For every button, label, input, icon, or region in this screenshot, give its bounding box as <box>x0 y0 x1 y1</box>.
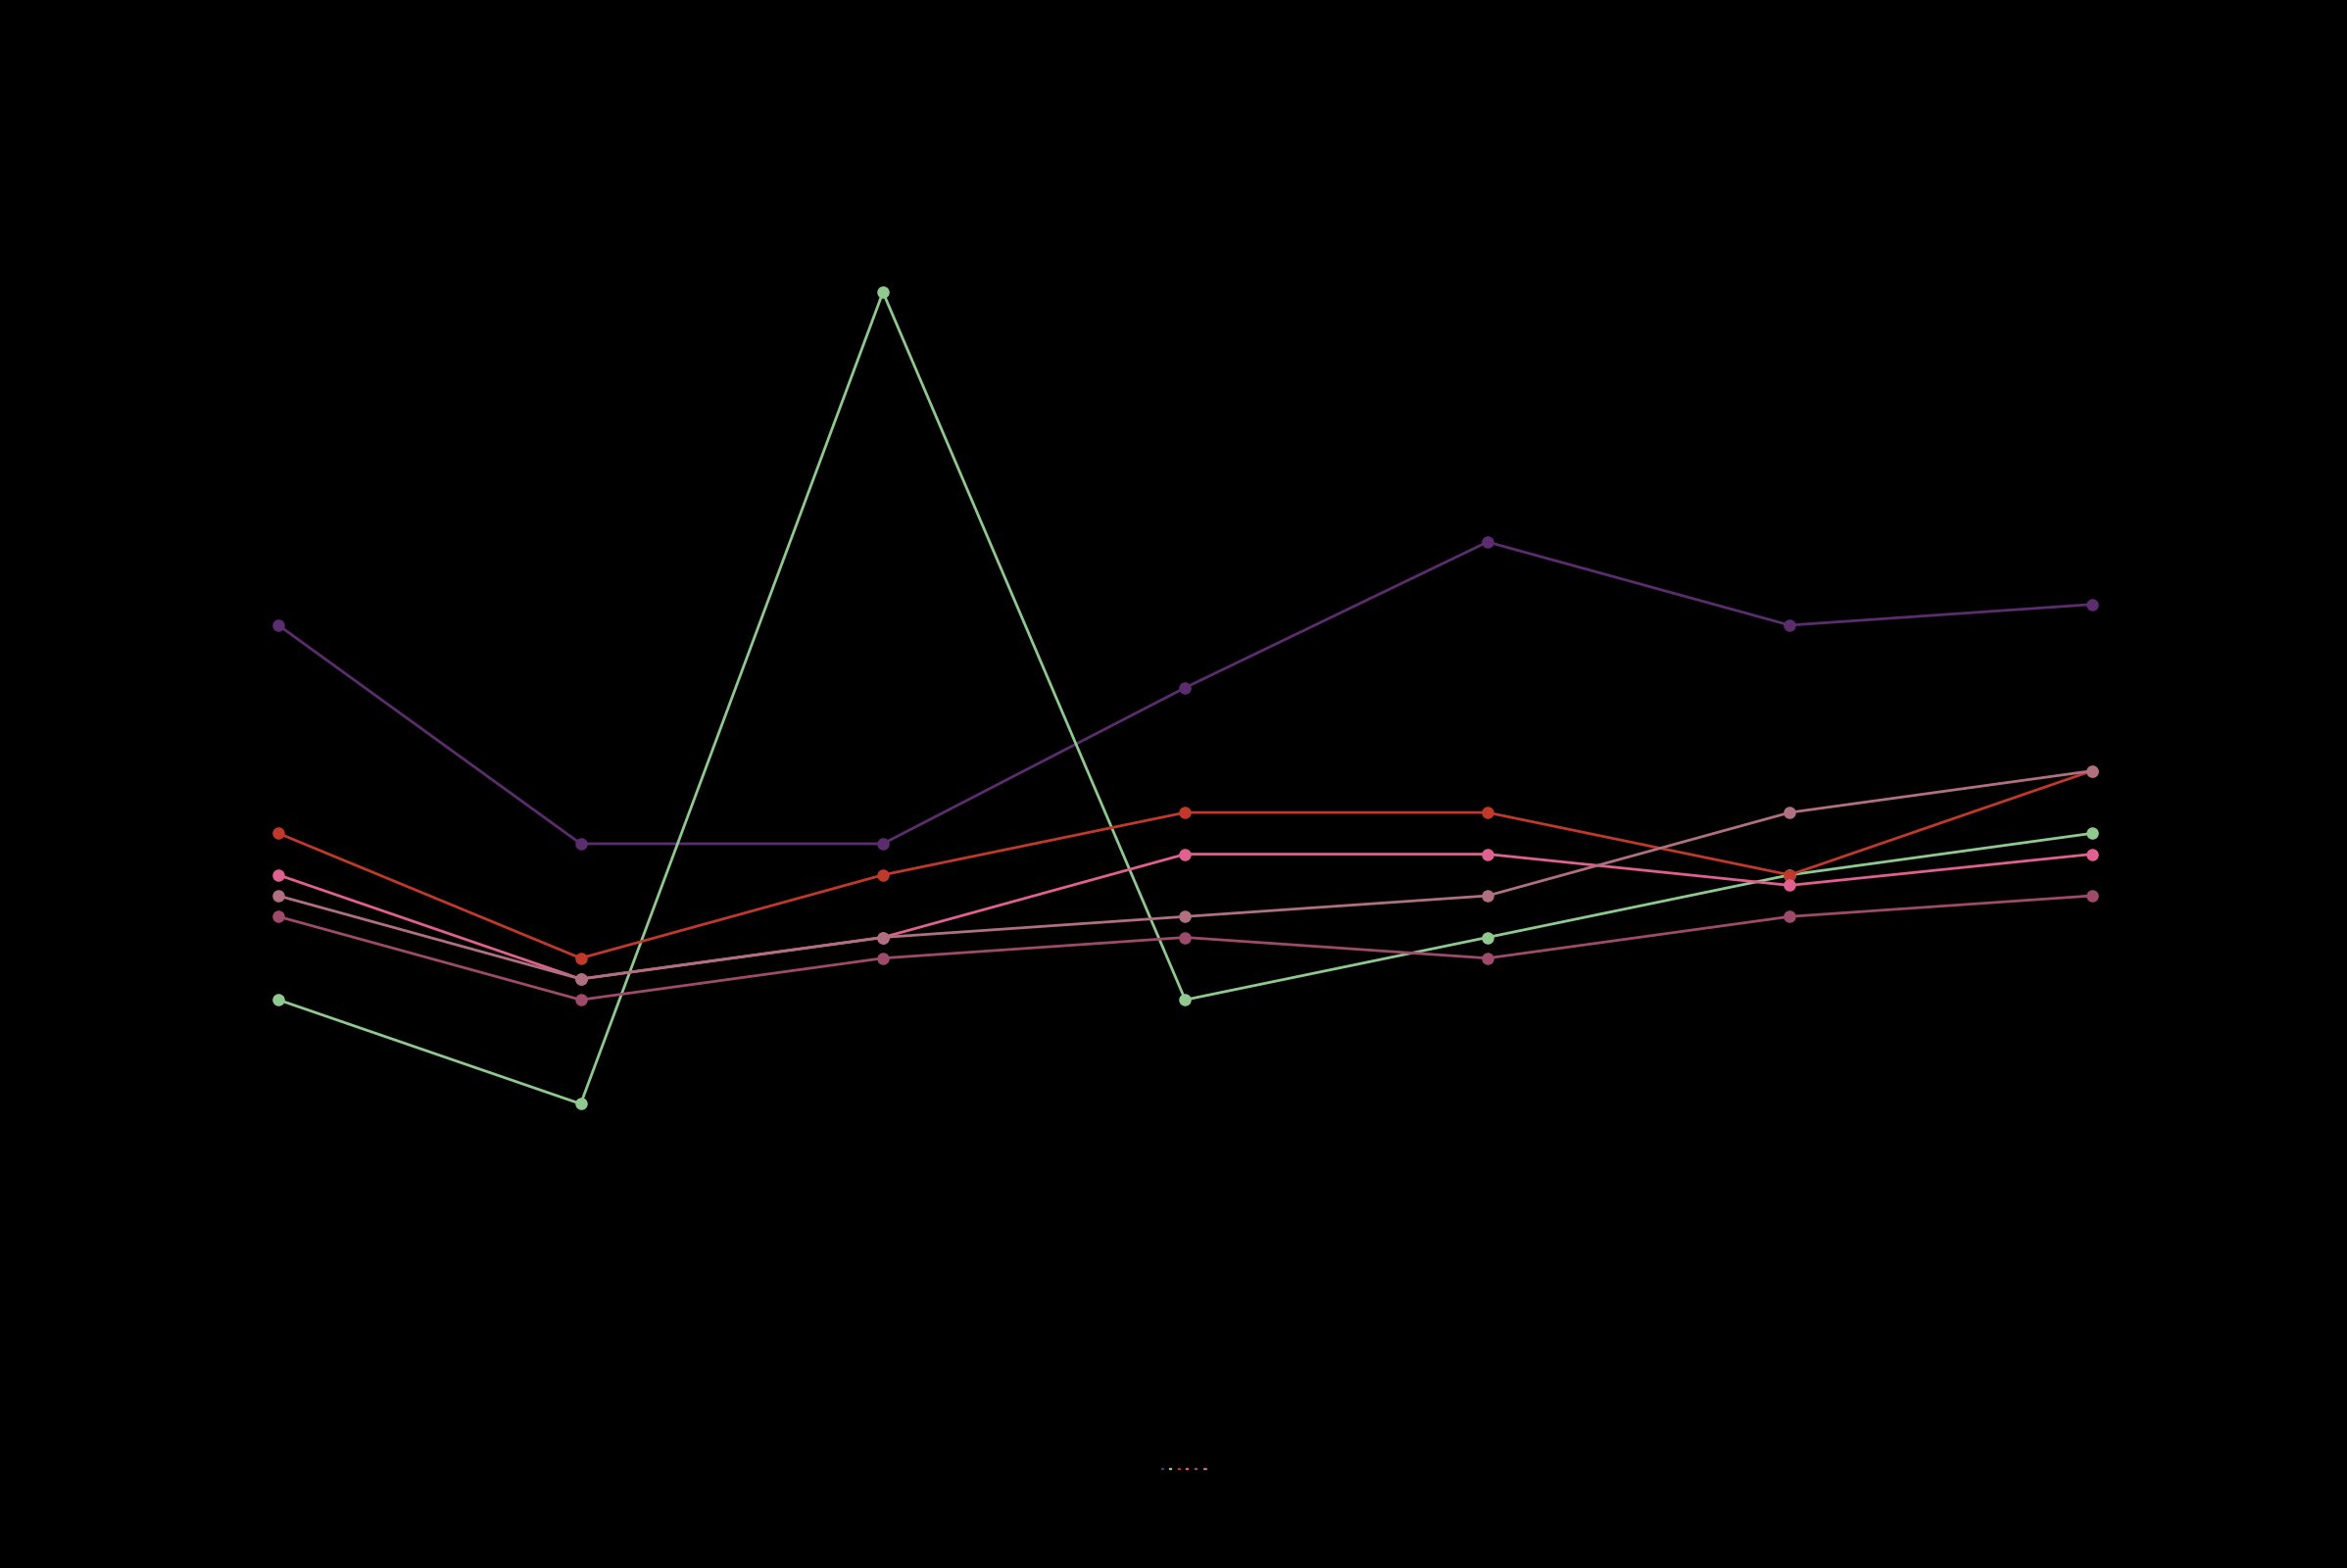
Line: Ford: Ford <box>272 765 2098 964</box>
Ford <box>566 949 594 967</box>
BMW <box>1474 533 1502 552</box>
BMW <box>265 616 293 635</box>
Honda <box>566 991 594 1010</box>
Jeep <box>2077 762 2105 781</box>
Toyota <box>868 928 897 947</box>
Ford <box>1777 866 1805 884</box>
Honda <box>265 908 293 927</box>
Jeep <box>1474 886 1502 905</box>
BMW <box>1777 616 1805 635</box>
Jeep <box>868 928 897 947</box>
Tesla <box>265 991 293 1010</box>
Toyota <box>2077 845 2105 864</box>
Tesla <box>1474 928 1502 947</box>
Tesla <box>566 1094 594 1113</box>
Jeep <box>1171 908 1199 927</box>
BMW <box>566 834 594 853</box>
Legend: BMW, Tesla, Ford, Toyota, Honda, Jeep: BMW, Tesla, Ford, Toyota, Honda, Jeep <box>1159 1468 1211 1469</box>
BMW <box>868 834 897 853</box>
Ford <box>2077 762 2105 781</box>
Honda <box>1171 928 1199 947</box>
Toyota <box>1474 845 1502 864</box>
BMW <box>1171 679 1199 698</box>
Tesla <box>868 282 897 301</box>
Tesla <box>2077 823 2105 842</box>
Ford <box>868 866 897 884</box>
Jeep <box>1777 803 1805 822</box>
Line: BMW: BMW <box>272 536 2098 850</box>
Jeep <box>566 969 594 988</box>
Ford <box>1474 803 1502 822</box>
BMW <box>2077 594 2105 613</box>
Honda <box>1474 949 1502 967</box>
Honda <box>868 949 897 967</box>
Ford <box>1171 803 1199 822</box>
Honda <box>2077 886 2105 905</box>
Tesla <box>1171 991 1199 1010</box>
Line: Toyota: Toyota <box>272 848 2098 985</box>
Honda <box>1777 908 1805 927</box>
Toyota <box>1171 845 1199 864</box>
Jeep <box>265 886 293 905</box>
Toyota <box>265 866 293 884</box>
Line: Tesla: Tesla <box>272 287 2098 1109</box>
Ford <box>265 823 293 842</box>
Line: Jeep: Jeep <box>272 765 2098 985</box>
Toyota <box>1777 877 1805 895</box>
Line: Honda: Honda <box>272 891 2098 1005</box>
Toyota <box>566 969 594 988</box>
Tesla <box>1777 866 1805 884</box>
